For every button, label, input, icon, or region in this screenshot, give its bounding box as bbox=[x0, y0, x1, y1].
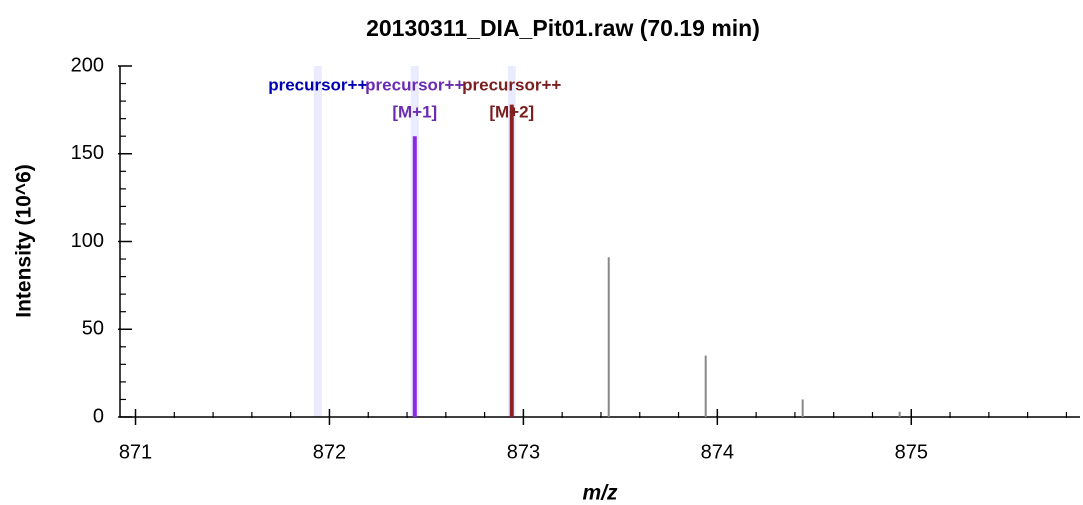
x-tick-label: 873 bbox=[507, 441, 540, 463]
y-tick-label: 100 bbox=[71, 230, 104, 252]
x-tick-label: 875 bbox=[895, 441, 928, 463]
peak-annotation: precursor++ bbox=[268, 75, 367, 94]
y-tick-label: 150 bbox=[71, 142, 104, 164]
peak-annotation: precursor++ bbox=[365, 75, 464, 94]
x-tick-label: 872 bbox=[313, 441, 346, 463]
peak-annotation: [M+2] bbox=[489, 102, 534, 121]
y-tick-label: 50 bbox=[82, 318, 104, 340]
y-tick-label: 0 bbox=[93, 405, 104, 427]
peak-annotation: precursor++ bbox=[462, 75, 561, 94]
chart-title: 20130311_DIA_Pit01.raw (70.19 min) bbox=[366, 15, 760, 41]
highlight-band bbox=[313, 66, 322, 417]
y-tick-label: 200 bbox=[71, 54, 104, 76]
peak-annotation: [M+1] bbox=[392, 102, 437, 121]
x-tick-label: 871 bbox=[119, 441, 152, 463]
y-axis-label: Intensity (10^6) bbox=[13, 164, 36, 317]
x-tick-label: 874 bbox=[701, 441, 734, 463]
x-axis-label: m/z bbox=[582, 482, 618, 505]
